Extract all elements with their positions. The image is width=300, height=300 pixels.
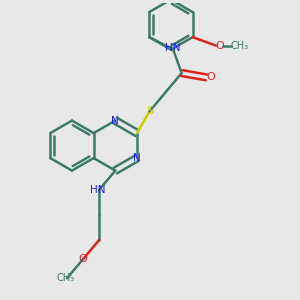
Text: HN: HN — [165, 43, 181, 53]
Text: N: N — [111, 116, 119, 126]
Text: O: O — [79, 254, 88, 264]
Text: N: N — [133, 153, 141, 163]
Text: CH₃: CH₃ — [231, 41, 249, 51]
Text: HN: HN — [90, 185, 106, 195]
Text: S: S — [146, 106, 153, 116]
Text: O: O — [215, 41, 224, 51]
Text: CH₃: CH₃ — [56, 273, 75, 283]
Text: O: O — [206, 72, 215, 82]
